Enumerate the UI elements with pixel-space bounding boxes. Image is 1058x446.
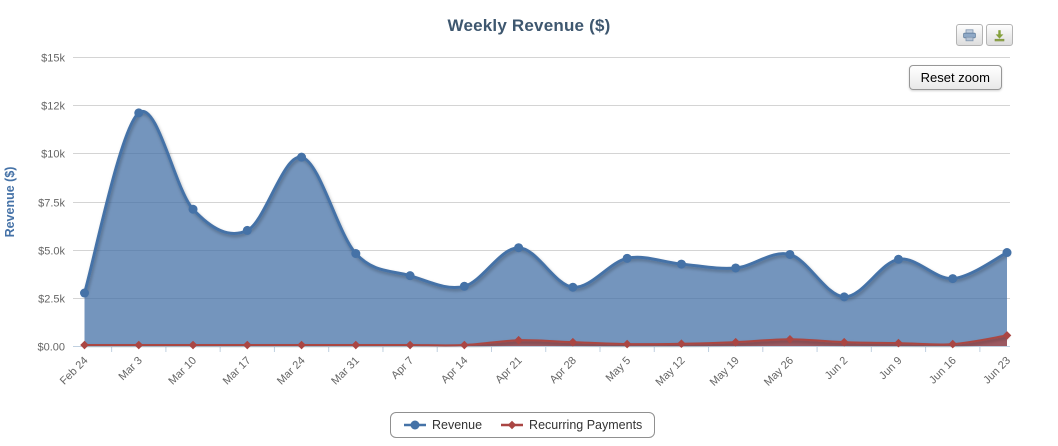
data-point-marker[interactable] (622, 253, 632, 263)
print-chart-button[interactable] (956, 24, 983, 46)
data-point-marker[interactable] (568, 282, 578, 292)
data-point-marker[interactable] (351, 249, 361, 259)
legend-item-revenue[interactable]: Revenue (403, 418, 482, 432)
data-point-marker[interactable] (1002, 331, 1012, 340)
chart-title: Weekly Revenue ($) (447, 16, 611, 35)
y-tick-label: $12k (41, 101, 65, 113)
download-icon (994, 29, 1005, 41)
data-point-marker[interactable] (1002, 248, 1012, 258)
x-axis-ticks (111, 347, 981, 352)
data-point-marker[interactable] (460, 340, 469, 350)
x-tick-label: Apr 21 (493, 355, 524, 386)
data-point-marker[interactable] (785, 334, 795, 344)
x-tick-label: Mar 3 (117, 355, 145, 383)
reset-zoom-button[interactable]: Reset zoom (908, 65, 1002, 90)
legend-item-recurring-payments[interactable]: Recurring Payments (500, 418, 642, 432)
y-tick-label: $0.00 (37, 342, 65, 354)
series-line (83, 334, 1008, 347)
series-area (84, 335, 1007, 346)
x-tick-label: Apr 28 (548, 355, 579, 386)
y-tick-label: $15k (41, 53, 65, 65)
revenue-series (80, 108, 1012, 347)
x-tick-label: Apr 14 (439, 355, 470, 386)
y-axis-title: Revenue ($) (3, 167, 17, 238)
legend-label-recurring-payments: Recurring Payments (529, 418, 643, 432)
data-point-marker[interactable] (134, 340, 144, 350)
x-tick-label: May 26 (762, 355, 796, 389)
data-point-marker[interactable] (242, 340, 252, 350)
export-toolbar (956, 24, 1013, 46)
data-point-marker[interactable] (731, 263, 741, 273)
x-tick-label: Jun 16 (927, 355, 959, 387)
recurring-payments-series (80, 331, 1012, 350)
data-point-marker[interactable] (677, 339, 686, 348)
data-point-marker[interactable] (514, 243, 524, 253)
data-point-marker[interactable] (188, 340, 198, 350)
data-point-marker[interactable] (188, 204, 198, 214)
data-point-marker[interactable] (351, 340, 361, 350)
y-tick-label: $10k (41, 149, 65, 161)
data-point-marker[interactable] (405, 340, 415, 350)
legend: Revenue Recurring Payments (390, 412, 656, 438)
legend-label-revenue: Revenue (432, 418, 483, 432)
data-point-marker[interactable] (80, 340, 89, 350)
x-tick-label: Jun 2 (823, 355, 851, 383)
x-tick-label: Mar 10 (166, 355, 199, 388)
recurring-payments-legend-marker (501, 420, 524, 430)
y-axis-labels: $0.00 $2.5k $5.0k $7.5k $10k $12k $15k (37, 53, 65, 354)
x-tick-label: Jun 23 (981, 355, 1013, 387)
x-tick-label: Apr 7 (389, 355, 416, 382)
data-point-marker[interactable] (839, 292, 849, 302)
print-icon (963, 28, 976, 41)
x-tick-label: May 19 (708, 355, 742, 389)
x-tick-label: May 12 (654, 355, 688, 389)
data-point-marker[interactable] (948, 274, 958, 284)
y-tick-label: $7.5k (38, 198, 65, 210)
x-tick-label: May 5 (604, 355, 634, 385)
y-tick-label: $2.5k (38, 294, 65, 306)
data-point-marker[interactable] (405, 271, 415, 281)
data-point-marker[interactable] (80, 288, 89, 298)
data-point-marker[interactable] (894, 338, 903, 348)
x-tick-label: Jun 9 (877, 355, 905, 383)
data-point-marker[interactable] (459, 281, 469, 291)
data-point-marker[interactable] (514, 335, 523, 345)
data-point-marker[interactable] (568, 337, 578, 347)
download-chart-button[interactable] (986, 24, 1013, 46)
data-point-marker[interactable] (839, 337, 849, 347)
data-point-marker[interactable] (297, 340, 306, 350)
data-point-marker[interactable] (622, 339, 632, 349)
data-point-marker[interactable] (731, 337, 740, 347)
y-tick-label: $5.0k (38, 246, 65, 258)
revenue-legend-marker (404, 420, 426, 430)
data-point-marker[interactable] (297, 152, 307, 162)
series-area (84, 111, 1007, 347)
x-tick-label: Mar 24 (275, 355, 308, 388)
data-point-marker[interactable] (242, 225, 252, 235)
x-axis-labels: Feb 24 Mar 3 Mar 10 Mar 17 Mar 24 Mar 31 Apr 7… (58, 355, 1013, 389)
data-point-marker[interactable] (785, 249, 795, 259)
data-point-marker[interactable] (948, 339, 958, 349)
x-tick-label: Feb 24 (58, 355, 91, 388)
x-tick-label: Mar 17 (221, 355, 254, 388)
data-point-marker[interactable] (893, 254, 903, 264)
data-point-marker[interactable] (676, 259, 686, 269)
data-point-marker[interactable] (134, 108, 144, 118)
x-tick-label: Mar 31 (329, 355, 362, 388)
